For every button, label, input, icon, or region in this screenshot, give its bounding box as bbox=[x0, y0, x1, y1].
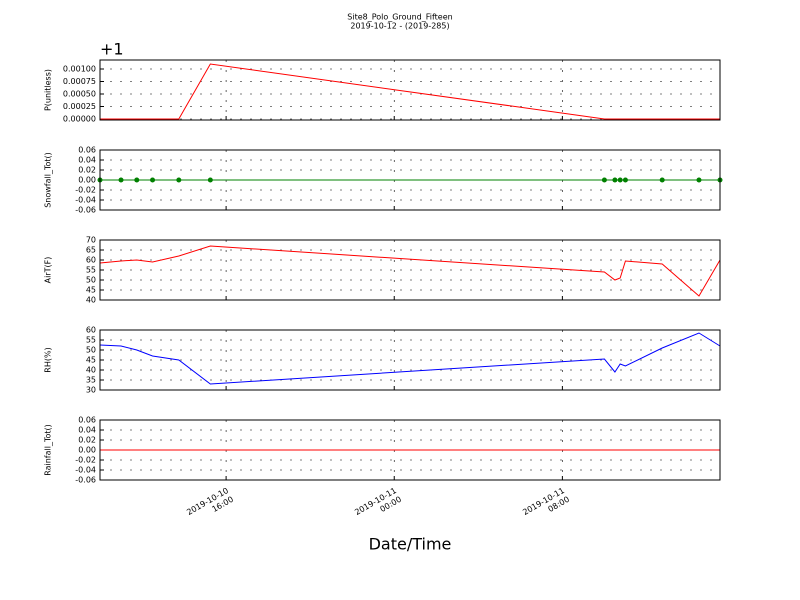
data-point bbox=[118, 177, 124, 183]
y-tick-label: -0.04 bbox=[75, 196, 96, 205]
y-tick-label: 0.02 bbox=[78, 436, 96, 445]
axes-frame bbox=[99, 149, 721, 211]
axes-frame bbox=[99, 239, 721, 301]
y-tick-label: 0.00100 bbox=[63, 65, 96, 74]
y-tick-label: 0.06 bbox=[78, 146, 96, 155]
y-tick-label: 0.00050 bbox=[63, 90, 96, 99]
y-tick-label: 0.00 bbox=[78, 176, 96, 185]
y-axis-label: Snowfall_Tot() bbox=[44, 152, 53, 208]
y-axis-label: Rainfall_Tot() bbox=[44, 424, 53, 476]
data-point bbox=[696, 177, 702, 183]
data-point bbox=[612, 177, 618, 183]
axes-frame bbox=[99, 329, 721, 391]
y-tick-label: 50 bbox=[86, 276, 96, 285]
y-tick-label: 0.04 bbox=[78, 156, 96, 165]
x-axis-label: Date/Time bbox=[369, 535, 452, 554]
y-tick-label: 0.00 bbox=[78, 446, 96, 455]
data-line bbox=[99, 332, 721, 385]
y-tick-label: 35 bbox=[86, 376, 96, 385]
y-tick-label: 0.00000 bbox=[63, 115, 96, 124]
y-tick-label: 65 bbox=[86, 246, 96, 255]
y-axis-label: AirT(F) bbox=[44, 257, 53, 284]
y-tick-label: 55 bbox=[86, 336, 96, 345]
y-tick-label: 60 bbox=[86, 326, 96, 335]
data-point bbox=[601, 177, 607, 183]
y-tick-label: -0.06 bbox=[75, 206, 96, 215]
y-tick-label: 0.02 bbox=[78, 166, 96, 175]
axes-frame bbox=[99, 59, 721, 121]
chart-title: Site8_Polo_Ground_Fifteen bbox=[347, 13, 452, 22]
y-tick-label: 0.04 bbox=[78, 426, 96, 435]
data-point bbox=[207, 177, 213, 183]
y-tick-label: 50 bbox=[86, 346, 96, 355]
data-point bbox=[659, 177, 665, 183]
data-point bbox=[134, 177, 140, 183]
y-tick-label: 30 bbox=[86, 386, 96, 395]
offset-text: +1 bbox=[100, 40, 124, 59]
y-tick-label: 60 bbox=[86, 256, 96, 265]
y-tick-label: 40 bbox=[86, 366, 96, 375]
data-point bbox=[617, 177, 623, 183]
data-line bbox=[100, 63, 720, 120]
chart-subtitle: 2019-10-12 - (2019-285) bbox=[350, 22, 449, 31]
y-tick-label: 45 bbox=[86, 356, 96, 365]
y-tick-label: -0.04 bbox=[75, 466, 96, 475]
y-tick-label: 0.06 bbox=[78, 416, 96, 425]
y-axis-label: RH(%) bbox=[44, 347, 53, 372]
y-tick-label: -0.02 bbox=[75, 456, 96, 465]
data-point bbox=[622, 177, 628, 183]
y-tick-label: 45 bbox=[86, 286, 96, 295]
y-tick-label: 40 bbox=[86, 296, 96, 305]
data-point bbox=[150, 177, 156, 183]
data-line bbox=[99, 245, 721, 297]
y-tick-label: 70 bbox=[86, 236, 96, 245]
axes-frame bbox=[99, 419, 721, 481]
y-tick-label: -0.02 bbox=[75, 186, 96, 195]
y-tick-label: 0.00025 bbox=[63, 102, 96, 111]
y-axis-label: P(unitless) bbox=[44, 69, 53, 111]
y-tick-label: 55 bbox=[86, 266, 96, 275]
y-tick-label: 0.00075 bbox=[63, 77, 96, 86]
y-tick-label: -0.06 bbox=[75, 476, 96, 485]
data-point bbox=[176, 177, 182, 183]
